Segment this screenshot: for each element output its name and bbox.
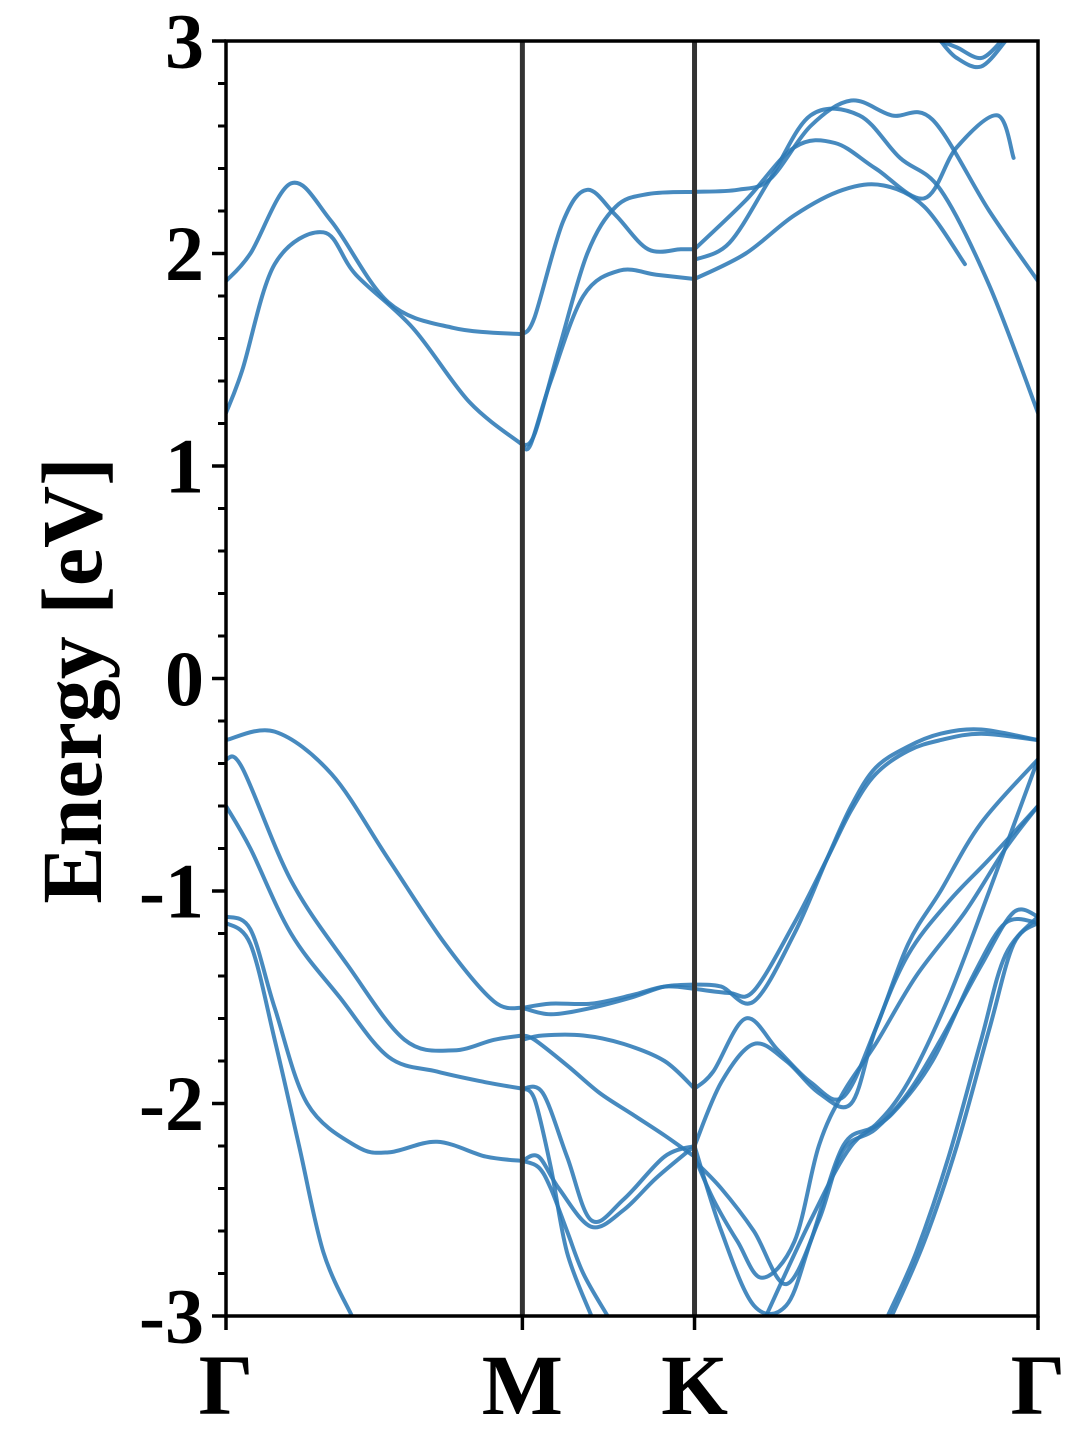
band-line-24 [520, 1086, 594, 1316]
band-line-11 [938, 41, 1004, 61]
band-line-20 [520, 1033, 697, 1159]
band-line-27 [692, 757, 1038, 1102]
band-line-7 [692, 106, 1038, 415]
band-line-22 [520, 1144, 697, 1230]
y-tick-label: -1 [139, 848, 204, 935]
band-line-28 [692, 804, 1038, 1148]
band-line-12 [226, 728, 525, 1011]
band-line-26 [692, 731, 1038, 999]
band-line-8 [692, 113, 1016, 252]
band-line-13 [226, 754, 525, 1053]
band-line-16 [226, 920, 354, 1316]
high-symmetry-lines [519, 41, 698, 1316]
band-line-19 [520, 1032, 697, 1091]
band-line-6 [692, 98, 1038, 284]
y-tick-label: 0 [165, 635, 204, 722]
y-axis-label: Energy [eV] [24, 457, 120, 904]
band-line-9 [692, 182, 967, 281]
y-tick-label: -2 [139, 1060, 204, 1147]
band-line-2 [226, 230, 525, 447]
band-line-18 [520, 984, 697, 1010]
y-tick-label: -3 [139, 1273, 204, 1360]
band-curves [226, 41, 1038, 1316]
x-tick-label: Γ [1011, 1337, 1066, 1433]
band-line-14 [226, 804, 525, 1091]
y-tick-label: 3 [165, 0, 204, 85]
band-line-32 [764, 916, 1038, 1316]
y-tick-label: 2 [165, 210, 204, 297]
x-tick-label: M [482, 1337, 563, 1433]
x-tick-label: Γ [199, 1337, 254, 1433]
band-line-5 [520, 267, 697, 452]
y-tick-label: 1 [165, 423, 204, 510]
band-line-3 [520, 187, 697, 337]
y-ticks: 3 2 1 0 -1 -2 -3 [139, 0, 226, 1360]
band-line-4 [520, 189, 697, 447]
band-line-29 [692, 804, 1038, 1280]
band-line-34 [889, 920, 1038, 1316]
band-line-10 [938, 41, 1008, 70]
band-line-25 [692, 727, 1038, 1006]
band-line-21 [520, 1084, 697, 1224]
x-tick-label: K [661, 1337, 728, 1433]
band-line-1 [226, 180, 525, 337]
band-line-30 [692, 757, 1038, 1316]
band-line-15 [226, 914, 525, 1163]
band-line-31 [692, 907, 1038, 1287]
band-line-33 [885, 914, 1038, 1316]
